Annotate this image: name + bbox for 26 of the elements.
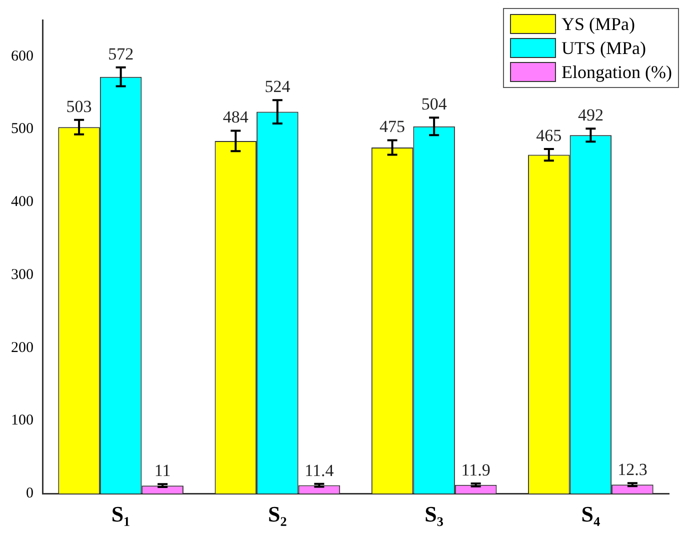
data-label: 504 xyxy=(421,94,448,114)
x-tick-label: S₁ xyxy=(111,501,130,526)
data-label: 12.3 xyxy=(618,460,648,480)
data-label: 572 xyxy=(108,44,134,64)
data-label: 11.9 xyxy=(461,460,490,480)
data-label: 465 xyxy=(536,126,562,145)
y-tick-label: 500 xyxy=(11,121,34,138)
legend-label: UTS (MPa) xyxy=(562,37,646,60)
y-tick-label: 0 xyxy=(26,486,34,502)
legend-label: Elongation (%) xyxy=(562,61,672,84)
x-tick-label: S₄ xyxy=(581,501,600,526)
y-tick-label: 400 xyxy=(11,194,34,210)
data-label: 503 xyxy=(66,96,92,116)
data-label: 475 xyxy=(380,117,406,136)
y-tick-label: 200 xyxy=(11,340,34,356)
y-tick-label: 100 xyxy=(11,412,34,429)
data-label: 11.4 xyxy=(304,460,334,480)
y-tick-label: 300 xyxy=(11,266,34,283)
data-label: 492 xyxy=(578,106,604,125)
data-label: 484 xyxy=(222,108,249,127)
y-tick-label: 600 xyxy=(11,48,34,64)
x-tick-label: S₂ xyxy=(268,501,288,526)
legend-label: YS (MPa) xyxy=(562,13,636,36)
data-label: 524 xyxy=(264,77,291,96)
x-tick-label: S₃ xyxy=(424,501,444,526)
data-label: 11 xyxy=(154,461,171,480)
